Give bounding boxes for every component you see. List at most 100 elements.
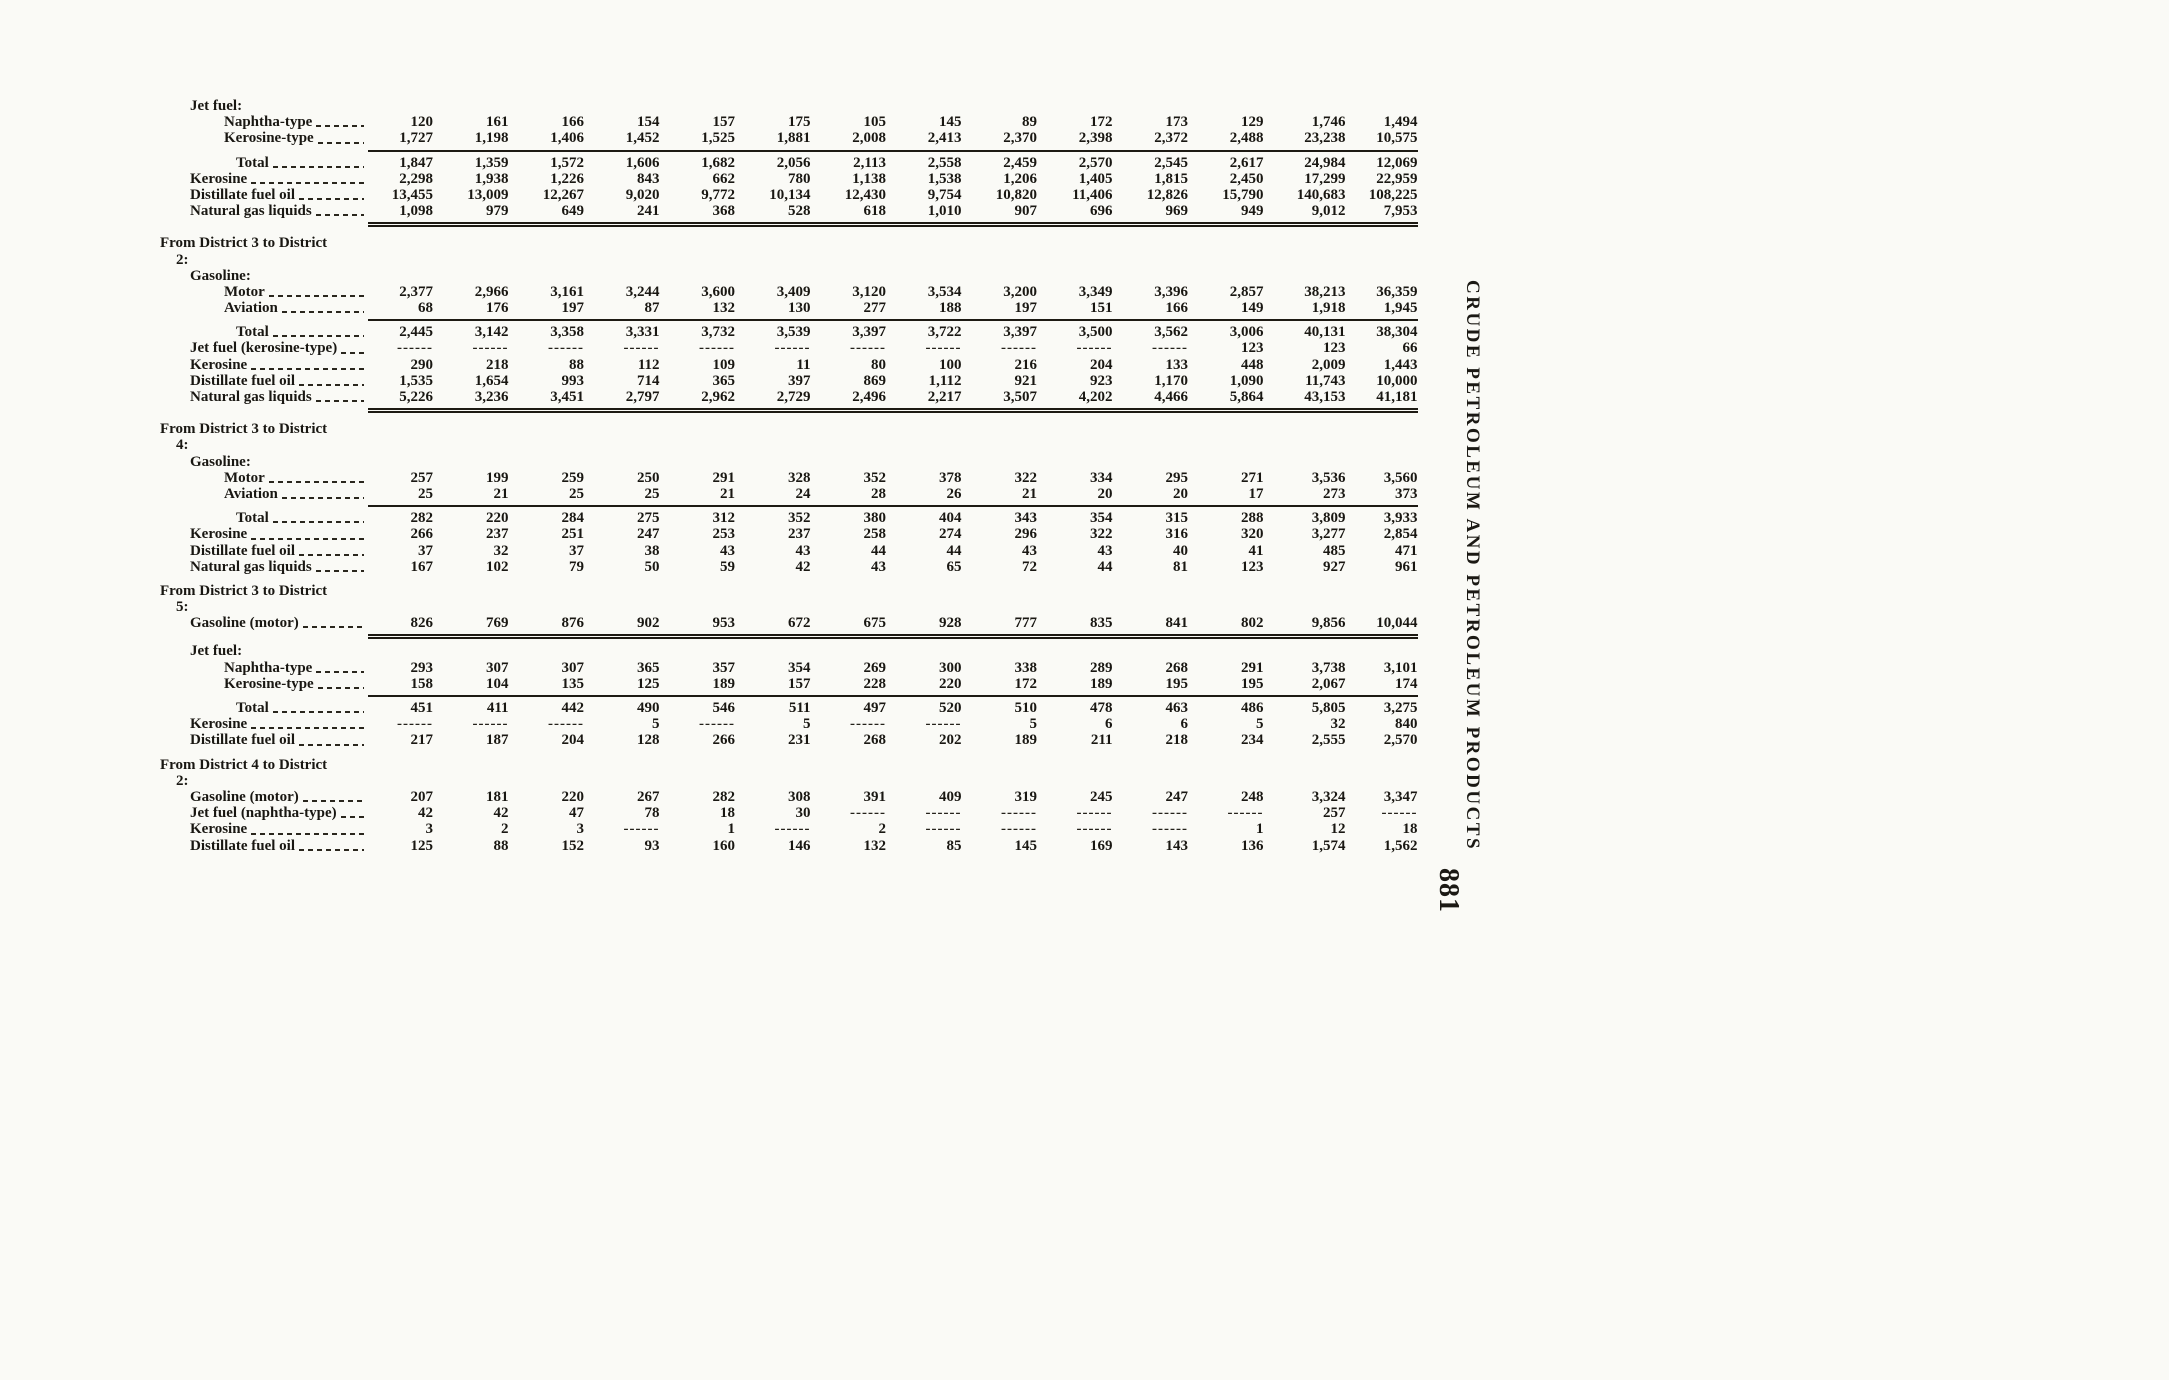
table-row: Kerosine-type 158 104 135 125 189 157 228 220 172… <box>160 676 1422 692</box>
value-cell: 197 <box>561 300 585 317</box>
value-cell: 777 <box>1014 615 1038 632</box>
value-cell: 2,056 <box>776 154 811 171</box>
value-cell: 154 <box>637 114 660 131</box>
value-cell: 277 <box>863 300 887 317</box>
value-cell: 7,953 <box>1383 203 1418 220</box>
value-cell: 993 <box>561 372 585 389</box>
value-cell: 546 <box>712 700 736 716</box>
value-cell: 649 <box>561 203 585 220</box>
value-cell: 322 <box>1014 469 1038 486</box>
dash-leader <box>272 165 364 168</box>
value-cell: 218 <box>486 356 509 373</box>
value-cell: 296 <box>1014 526 1038 543</box>
value-cell: 1,405 <box>1078 170 1113 187</box>
value-cell: 11,743 <box>1305 372 1346 389</box>
value-cell: 146 <box>788 837 811 854</box>
value-cell: 37 <box>569 542 584 559</box>
value-cell: 463 <box>1165 700 1189 716</box>
value-cell: 32 <box>493 542 509 559</box>
value-cell: 961 <box>1395 558 1418 575</box>
value-cell: 207 <box>410 788 434 805</box>
row-label: Gasoline (motor) <box>190 788 299 805</box>
value-cell: 125 <box>410 837 434 854</box>
missing-value-cell: ------ <box>623 340 660 357</box>
value-cell: 3 <box>576 821 585 838</box>
missing-value-cell: ------ <box>472 716 509 733</box>
value-cell: 1,535 <box>399 372 433 389</box>
value-cell: 1,406 <box>550 130 584 147</box>
value-cell: 12,267 <box>542 186 584 203</box>
value-cell: 9,020 <box>625 186 660 203</box>
row-label: Distillate fuel oil <box>190 372 295 389</box>
value-cell: 12 <box>1330 821 1346 838</box>
value-cell: 44 <box>946 542 962 559</box>
value-cell: 157 <box>788 675 811 692</box>
value-cell: 17,299 <box>1304 170 1346 187</box>
value-cell: 81 <box>1173 558 1188 575</box>
value-cell: 1,494 <box>1383 114 1418 131</box>
value-cell: 5,805 <box>1311 700 1346 716</box>
value-cell: 949 <box>1241 203 1264 220</box>
value-cell: 128 <box>637 732 660 749</box>
value-cell: 3,244 <box>625 283 660 300</box>
value-cell: 1,010 <box>927 203 962 220</box>
value-cell: 18 <box>1402 821 1418 838</box>
value-cell: 3,500 <box>1078 324 1113 341</box>
value-cell: 13,455 <box>391 186 433 203</box>
section-end-rule <box>368 408 1418 414</box>
row-label: Total <box>236 700 269 716</box>
value-cell: 267 <box>637 788 660 805</box>
value-cell: 187 <box>486 732 509 749</box>
value-cell: 284 <box>561 510 585 527</box>
value-cell: 826 <box>410 615 434 632</box>
value-cell: 1,847 <box>399 154 433 171</box>
value-cell: 876 <box>561 615 585 632</box>
row-label: Motor <box>224 283 265 300</box>
table-row: Total 451 411 442 490 546 511 497 520 510 478 463 48… <box>160 700 1422 716</box>
value-cell: 471 <box>1395 542 1418 559</box>
value-cell: 20 <box>1097 485 1113 502</box>
row-label-cell: Kerosine <box>160 357 368 373</box>
value-cell: 3,397 <box>852 324 886 341</box>
value-cell: 234 <box>1241 732 1264 749</box>
value-cell: 11,406 <box>1072 186 1113 203</box>
value-cell: 202 <box>939 732 962 749</box>
value-cell: 10,134 <box>769 186 811 203</box>
row-label: Distillate fuel oil <box>190 542 295 559</box>
value-cell: 123 <box>1323 340 1346 357</box>
row-label: Kerosine <box>190 526 248 543</box>
value-cell: 11 <box>796 356 811 373</box>
subtotal-rule <box>368 149 1418 152</box>
value-cell: 42 <box>418 805 433 822</box>
dash-leader <box>302 626 364 629</box>
value-cell: 12,430 <box>844 186 886 203</box>
table-row: Jet fuel: <box>160 98 1422 114</box>
value-cell: 216 <box>1014 356 1038 373</box>
value-cell: 9,012 <box>1311 203 1346 220</box>
value-cell: 1,170 <box>1154 372 1188 389</box>
value-cell: 125 <box>637 675 660 692</box>
value-cell: 108,225 <box>1368 186 1418 203</box>
value-cell: 247 <box>1165 788 1189 805</box>
value-cell: 368 <box>712 203 736 220</box>
value-cell: 411 <box>486 700 509 716</box>
section-header-line: 2: <box>160 252 1422 268</box>
missing-value-cell: ------ <box>925 716 962 733</box>
row-label: Aviation <box>224 485 278 502</box>
value-cell: 157 <box>712 114 736 131</box>
dash-leader <box>341 351 364 354</box>
value-cell: 9,856 <box>1311 615 1346 632</box>
value-cell: 1,881 <box>776 130 811 147</box>
table-row: Distillate fuel oil 37 32 37 38 43 43 44 44 43 43 4… <box>160 543 1422 559</box>
value-cell: 257 <box>1323 805 1346 822</box>
missing-value-cell: ------ <box>1152 805 1188 822</box>
value-cell: 161 <box>486 114 509 131</box>
section-header-text: From District 3 to District <box>160 582 328 599</box>
value-cell: 145 <box>939 114 962 131</box>
value-cell: 189 <box>1090 675 1113 692</box>
value-cell: 357 <box>712 659 736 676</box>
row-label: Distillate fuel oil <box>190 837 295 854</box>
row-label-cell: Motor <box>160 284 368 300</box>
row-label: Kerosine <box>190 170 248 187</box>
value-cell: 2,729 <box>776 389 811 405</box>
